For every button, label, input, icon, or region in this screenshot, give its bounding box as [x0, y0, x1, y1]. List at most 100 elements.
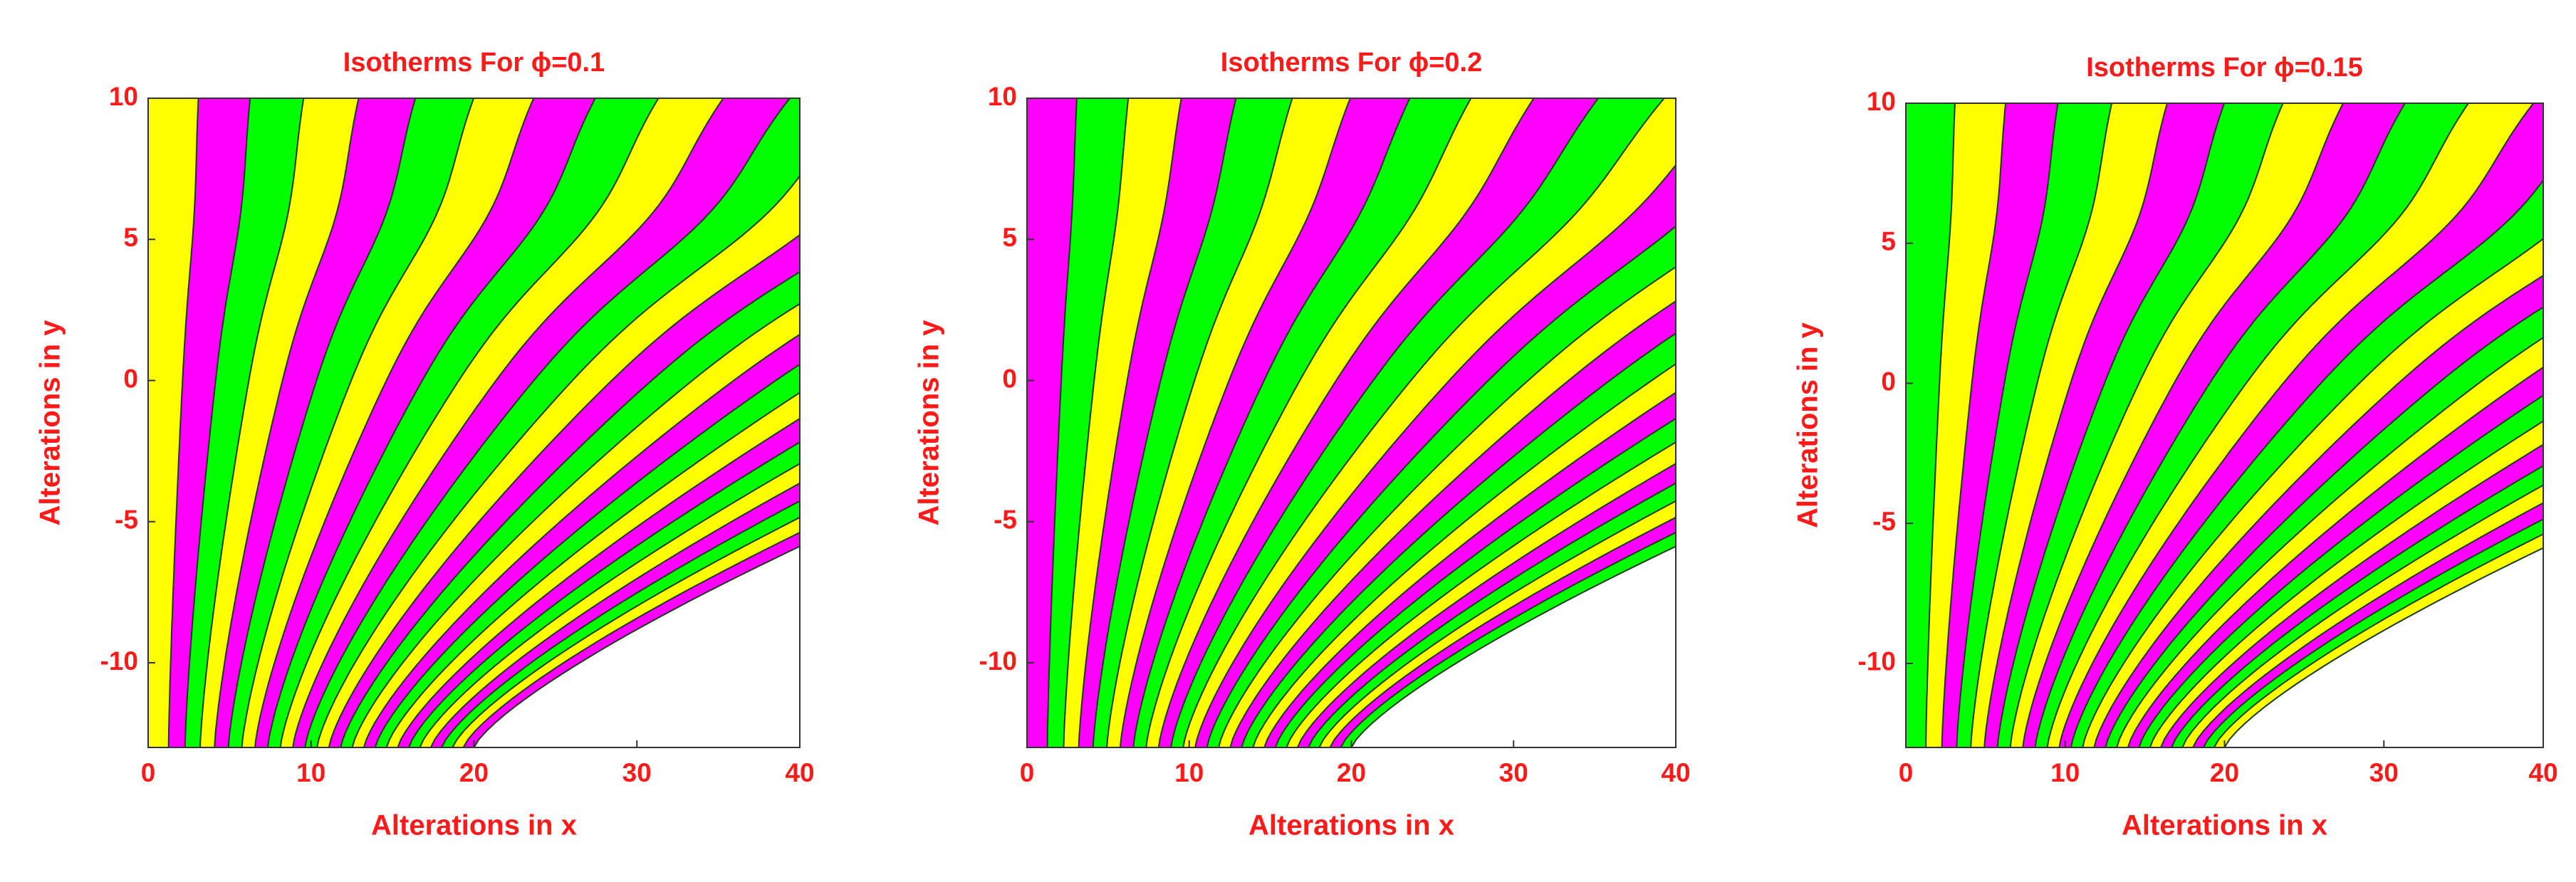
contour-line [2181, 484, 2543, 747]
contour-line [2171, 465, 2543, 747]
contour-line [304, 98, 791, 747]
panel: 0 10 20 30 40 -10 -5 0 5 10 Isotherms For ϕ=0.2 Alt… [914, 48, 1691, 841]
contour-line [397, 417, 800, 747]
contour-band [430, 483, 800, 747]
panel: 0 10 20 30 40 -10 -5 0 5 10 Isotherms For ϕ=0.1 Alt… [35, 48, 815, 841]
contour-band [1926, 103, 2006, 747]
contour-line [1063, 98, 1130, 747]
contour-line [1206, 225, 1676, 747]
contour-line [1182, 98, 1665, 747]
contour-line [328, 233, 800, 747]
contour-line [1340, 531, 1676, 747]
x-tick-label: 10 [2050, 758, 2080, 787]
contour-line [2105, 306, 2543, 747]
contour-line [279, 98, 659, 747]
contour-line [374, 363, 800, 747]
contour-line [184, 98, 251, 747]
x-tick-label: 0 [141, 758, 156, 787]
contour-band [1120, 98, 1410, 747]
contour-line [2070, 179, 2543, 747]
contour-band [1275, 419, 1676, 747]
contour-line [408, 441, 800, 747]
contour-band [1047, 98, 1129, 747]
x-tick-label: 30 [2369, 758, 2399, 787]
contour-line [1229, 300, 1676, 747]
contour-line [2034, 103, 2406, 747]
contour-line [2093, 274, 2543, 747]
contour-line [1274, 417, 1676, 747]
contour-band [1195, 164, 1676, 747]
chart-title: Isotherms For ϕ=0.15 [2086, 53, 2363, 83]
y-tick-label: -10 [979, 646, 1017, 676]
contour-line [430, 482, 800, 747]
x-tick-label: 0 [1020, 758, 1035, 787]
y-tick-label: 10 [109, 82, 138, 111]
panel: 0 10 20 30 40 -10 -5 0 5 10 Isotherms For ϕ=0.15 Al… [1793, 53, 2558, 841]
contour-band [1183, 98, 1676, 747]
contour-line [1983, 103, 2168, 747]
contour-line [167, 98, 199, 747]
contour-line [462, 531, 800, 747]
contour-line [452, 516, 800, 747]
x-tick-label: 20 [1337, 758, 1366, 787]
contour-line [385, 392, 800, 747]
contour-band [1340, 532, 1676, 747]
contour-band [1230, 301, 1676, 747]
contour-line [1241, 332, 1676, 747]
contour-line [2058, 103, 2534, 747]
contour-line [1318, 500, 1676, 747]
y-tick-label: 10 [988, 82, 1017, 111]
contour-band [2161, 444, 2543, 747]
contour-line [292, 98, 724, 747]
contour-band [1308, 483, 1676, 747]
contour-band [268, 98, 659, 747]
contour-band [363, 334, 800, 747]
y-tick-label: 5 [1002, 223, 1017, 252]
y-tick-label: -5 [1872, 507, 1896, 536]
y-axis-label: Alterations in y [914, 320, 945, 526]
contour-line [1252, 363, 1676, 747]
contour-line [2046, 103, 2469, 747]
contour-line [363, 333, 800, 747]
contour-band [2023, 103, 2405, 747]
contour-band [2082, 238, 2543, 747]
contour-band [168, 98, 251, 747]
contour-line [1263, 392, 1676, 747]
contour-line [1092, 98, 1237, 747]
contour-line [1078, 98, 1182, 747]
contour-line [2022, 103, 2344, 747]
contour-band [1063, 98, 1182, 747]
contour-line [1956, 103, 2059, 747]
contour-band [2094, 275, 2543, 747]
x-tick-label: 30 [1499, 758, 1528, 787]
contour-band [2182, 485, 2543, 747]
y-tick-label: 10 [1867, 87, 1896, 116]
contour-line [441, 500, 800, 747]
contour-band [184, 98, 304, 747]
contour-band [340, 271, 800, 747]
contour-band [2149, 421, 2543, 747]
contour-band [1330, 517, 1676, 747]
contour-line [1046, 98, 1078, 747]
contour-line [1296, 463, 1676, 747]
x-axis-label: Alterations in x [371, 810, 577, 841]
contour-band [1956, 103, 2112, 747]
x-tick-label: 40 [785, 758, 814, 787]
contour-band [2193, 503, 2543, 747]
contour-line [2223, 547, 2543, 747]
contour-band [1219, 266, 1676, 747]
contour-line [2160, 443, 2543, 747]
contour-line [227, 98, 417, 747]
x-axis-label: Alterations in x [1248, 810, 1454, 841]
contour-band [2070, 180, 2543, 747]
contour-line [2192, 502, 2543, 747]
contour-band [148, 98, 199, 747]
y-tick-label: 0 [1002, 364, 1017, 393]
y-tick-label: 5 [1881, 227, 1896, 256]
contour-band [452, 517, 800, 747]
contour-band [255, 98, 595, 747]
contour-line [2082, 238, 2543, 747]
contour-band [2117, 337, 2543, 747]
contour-line [316, 174, 800, 747]
contour-line [340, 271, 800, 747]
